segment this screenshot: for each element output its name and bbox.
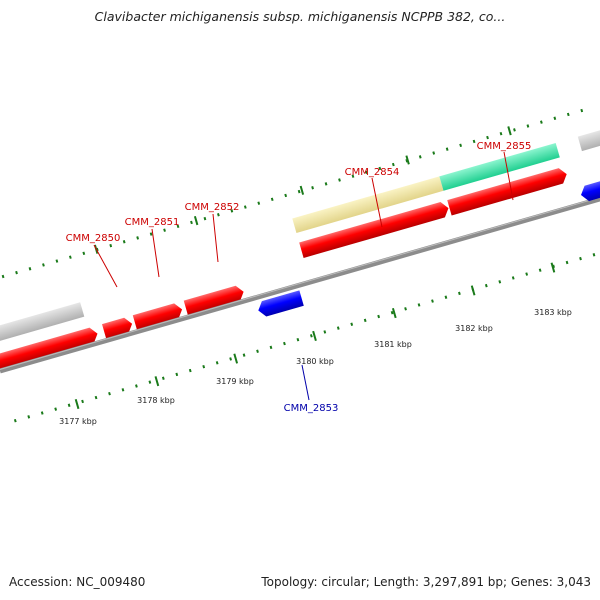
outer-major-ticks — [93, 126, 512, 254]
gene-arrow — [183, 285, 244, 317]
gene-label[interactable]: CMM_2851 — [125, 217, 180, 228]
gene-label[interactable]: CMM_2853 — [284, 403, 339, 414]
inner-major-ticks — [74, 262, 556, 410]
forward-genes — [0, 168, 567, 371]
accession-text: Accession: NC_009480 — [9, 575, 146, 589]
label-leaders — [93, 151, 514, 401]
scale-label: 3182 kbp — [455, 324, 493, 333]
inner-tick-track — [13, 243, 600, 423]
gene-labels: CMM_2850 CMM_2851 CMM_2852 CMM_2853 CMM_… — [66, 141, 532, 414]
scale-labels: 3177 kbp 3178 kbp 3179 kbp 3180 kbp 3181… — [59, 308, 572, 426]
genome-backbone — [0, 192, 600, 374]
green-feature — [439, 143, 560, 191]
gene-arrow — [447, 168, 567, 216]
topology-stats-text: Topology: circular; Length: 3,297,891 bp… — [261, 575, 591, 589]
gene-label[interactable]: CMM_2855 — [477, 141, 532, 152]
outer-tick-track — [0, 106, 591, 286]
scale-label: 3178 kbp — [137, 396, 175, 405]
gene-arrow — [132, 303, 183, 331]
scale-label: 3181 kbp — [374, 340, 412, 349]
yellow-feature — [292, 176, 444, 233]
gene-label[interactable]: CMM_2852 — [185, 202, 240, 213]
gene-arrow — [0, 327, 98, 371]
map-title: Clavibacter michiganensis subsp. michiga… — [94, 9, 506, 24]
reverse-gene-arrow-right — [581, 172, 600, 202]
gene-label[interactable]: CMM_2850 — [66, 233, 121, 244]
scale-label: 3183 kbp — [534, 308, 572, 317]
gene-label[interactable]: CMM_2854 — [345, 167, 400, 178]
scale-label: 3179 kbp — [216, 377, 254, 386]
scale-label: 3177 kbp — [59, 417, 97, 426]
reverse-gene-arrow — [258, 290, 304, 317]
grey-feature-right — [577, 125, 600, 152]
scale-label: 3180 kbp — [296, 357, 334, 366]
grey-feature — [0, 302, 85, 344]
gene-arrow — [299, 202, 449, 258]
